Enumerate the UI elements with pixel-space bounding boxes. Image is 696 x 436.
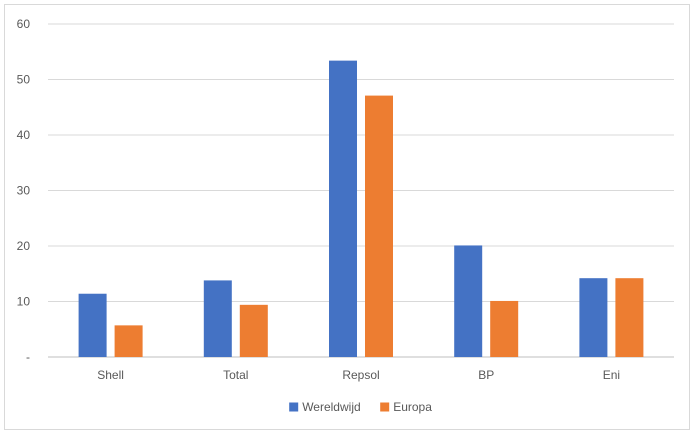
bar-europa-repsol: [365, 95, 393, 357]
legend-swatch: [289, 402, 299, 412]
bars: [78, 60, 644, 357]
x-axis-ticks: Shell Total Repsol BP Eni: [97, 368, 620, 382]
bar-europa-bp: [490, 300, 519, 357]
bar-wereldwijd-eni: [579, 278, 608, 357]
x-tick-label: Shell: [97, 368, 124, 382]
legend-swatch: [380, 402, 390, 412]
y-tick-label: 40: [17, 128, 31, 142]
y-tick-label: 20: [17, 239, 31, 253]
bar-wereldwijd-shell: [78, 293, 107, 357]
legend: Wereldwijd Europa: [289, 400, 432, 414]
x-tick-label: BP: [478, 368, 494, 382]
y-axis-ticks: - 10 20 30 40 50 60: [17, 17, 31, 364]
bar-wereldwijd-repsol: [329, 60, 357, 357]
x-tick-label: Repsol: [342, 368, 379, 382]
y-tick-label: 10: [17, 295, 31, 309]
x-tick-label: Eni: [603, 368, 620, 382]
legend-label: Europa: [393, 400, 432, 414]
x-tick-label: Total: [223, 368, 248, 382]
legend-item: Europa: [380, 400, 432, 414]
bar-europa-shell: [114, 325, 143, 357]
bar-wereldwijd-bp: [454, 245, 483, 357]
legend-item: Wereldwijd: [289, 400, 361, 414]
bar-europa-total: [239, 304, 268, 357]
legend-label: Wereldwijd: [302, 400, 360, 414]
y-tick-label: 60: [17, 17, 31, 31]
y-tick-label: -: [26, 350, 30, 364]
bar-wereldwijd-total: [203, 280, 232, 357]
y-tick-label: 30: [17, 184, 31, 198]
bar-europa-eni: [615, 278, 644, 357]
y-tick-label: 50: [17, 73, 31, 87]
gridlines: [48, 23, 674, 358]
